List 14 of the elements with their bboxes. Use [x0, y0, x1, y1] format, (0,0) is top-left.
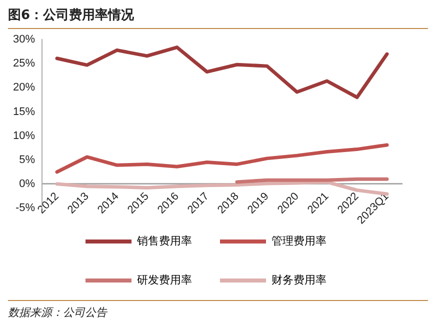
y-tick-label: 30%	[12, 34, 36, 46]
y-tick-label: 10%	[12, 130, 36, 142]
y-tick-label: 20%	[12, 82, 36, 94]
y-tick-label: 5%	[19, 154, 36, 166]
y-tick-label: 25%	[12, 58, 36, 70]
legend-label: 销售费用率	[136, 234, 192, 248]
legend-label: 管理费用率	[272, 234, 326, 248]
chart-title: 图6：公司费用率情况	[8, 6, 428, 29]
source-note: 数据来源：公司公告	[8, 300, 428, 320]
legend-label: 财务费用率	[272, 273, 326, 286]
y-tick-label: 0%	[19, 178, 36, 190]
legend-label: 研发费用率	[137, 273, 192, 286]
y-tick-label: -5%	[15, 202, 36, 214]
y-tick-label: 15%	[12, 106, 36, 118]
